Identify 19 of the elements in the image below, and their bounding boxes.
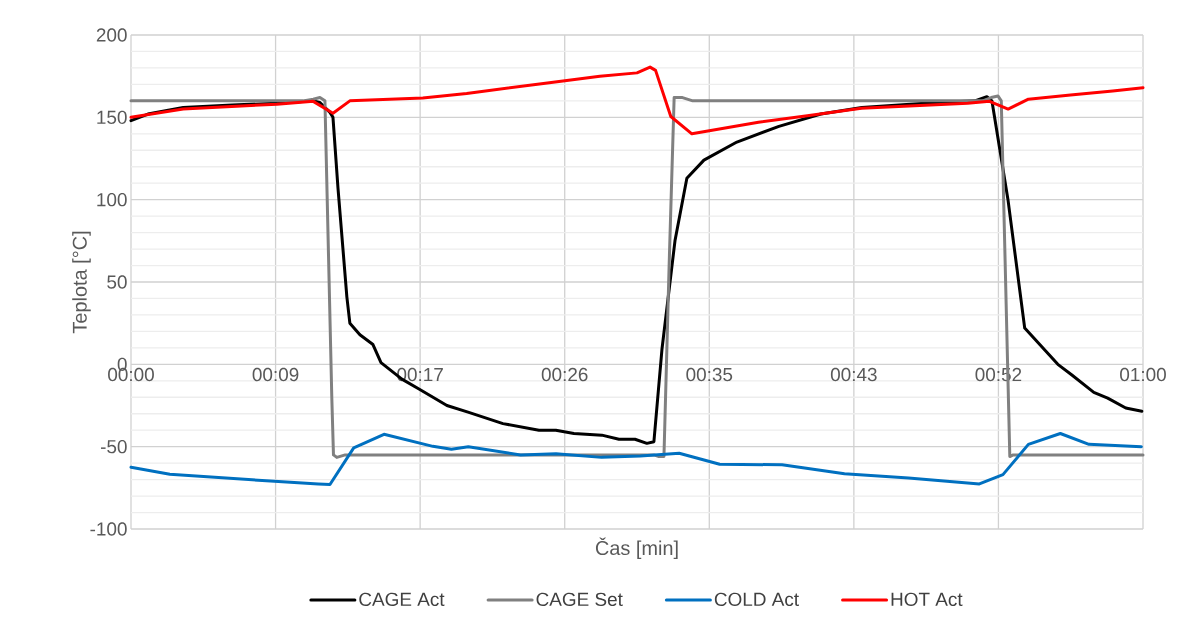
y-tick-label: 150: [97, 110, 127, 125]
x-tick-label: 00:35: [686, 367, 733, 382]
y-tick-label: 200: [96, 28, 127, 42]
x-tick-label: 00:43: [830, 367, 877, 382]
legend-label: COLD Act: [714, 592, 799, 607]
line-series: [129, 65, 1145, 136]
legend-label: CAGE Act: [359, 592, 445, 607]
y-tick-label: 100: [97, 192, 127, 207]
y-tick-label: 50: [107, 275, 127, 289]
x-axis-title: Čas [min]: [595, 537, 678, 560]
x-tick-label: 00:26: [541, 367, 588, 382]
x-tick-label: 01:00: [1120, 367, 1166, 382]
y-tick-label: -100: [90, 522, 127, 536]
y-tick-label: -50: [100, 439, 127, 454]
y-axis-title: Teplota [°C]: [72, 231, 91, 334]
line-series: [129, 431, 1143, 487]
x-tick-label: 00:09: [252, 367, 299, 382]
legend-label: HOT Act: [891, 592, 963, 607]
legend-label: CAGE Set: [536, 592, 623, 607]
